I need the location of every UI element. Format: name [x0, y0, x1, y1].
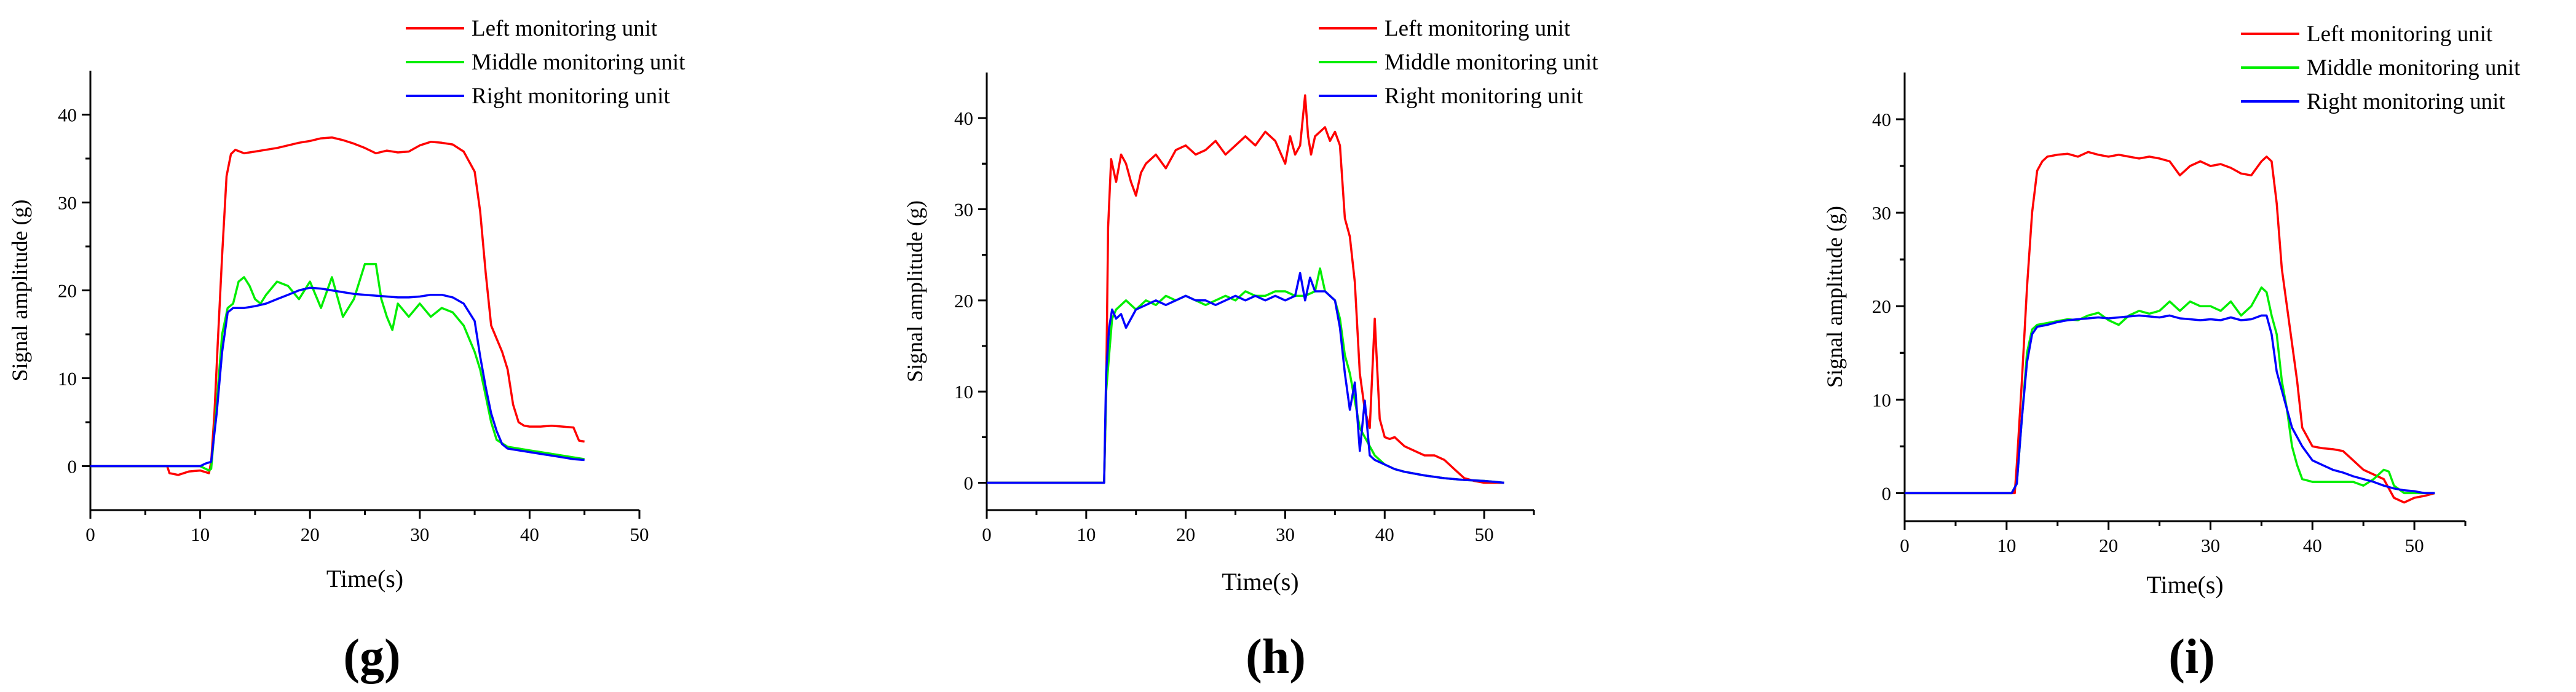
- x-tick-label: 30: [410, 524, 429, 545]
- y-tick-label: 10: [954, 381, 973, 403]
- panel-h: 0 10 20 30 40 50 0 10 20 30 40 Time(s) Signal amplit…: [861, 0, 1721, 692]
- x-tick-label: 40: [520, 524, 539, 545]
- y-tick-label: 10: [1872, 389, 1891, 411]
- series-line-left: [1905, 151, 2435, 504]
- panel-label: (g): [343, 630, 400, 684]
- legend-label: Left monitoring unit: [2307, 22, 2493, 47]
- x-axis-label: Time(s): [1222, 568, 1298, 596]
- x-tick-label: 0: [1900, 535, 1910, 556]
- x-tick-label: 50: [1475, 524, 1494, 545]
- y-tick-label: 30: [1872, 202, 1891, 224]
- x-axis-label: Time(s): [2146, 571, 2223, 599]
- y-tick-label: 40: [954, 108, 973, 129]
- x-tick-label: 0: [982, 524, 992, 545]
- x-tick-label: 20: [301, 524, 320, 545]
- x-tick-label: 30: [2201, 535, 2220, 556]
- x-tick-label: 50: [630, 524, 649, 545]
- legend-label: Left monitoring unit: [1385, 16, 1571, 41]
- x-axis-label: Time(s): [326, 565, 403, 592]
- legend-label: Middle monitoring unit: [2307, 55, 2521, 81]
- legend-label: Right monitoring unit: [1385, 84, 1583, 109]
- y-tick-label: 0: [68, 456, 77, 478]
- y-tick-label: 40: [58, 104, 77, 126]
- legend-label: Middle monitoring unit: [1385, 50, 1598, 75]
- x-tick-label: 30: [1276, 524, 1295, 545]
- series-line-middle: [90, 262, 585, 472]
- series-line-right: [1905, 314, 2435, 495]
- legend-label: Right monitoring unit: [472, 84, 670, 109]
- series-line-right: [90, 286, 585, 468]
- y-tick-label: 40: [1872, 109, 1891, 130]
- x-tick-label: 40: [1375, 524, 1394, 545]
- y-tick-label: 30: [954, 199, 973, 221]
- y-tick-label: 0: [1882, 482, 1892, 504]
- x-tick-label: 20: [2099, 535, 2118, 556]
- x-tick-label: 50: [2405, 535, 2424, 556]
- x-tick-label: 10: [1077, 524, 1096, 545]
- y-tick-label: 20: [1872, 296, 1891, 317]
- x-tick-label: 10: [1997, 535, 2016, 556]
- y-tick-label: 30: [58, 192, 77, 214]
- chart-i: 0 10 20 30 40 50 0 10 20 30 40 Time(s) Signal amplit…: [1822, 22, 2521, 684]
- legend-label: Right monitoring unit: [2307, 89, 2505, 114]
- x-tick-label: 40: [2303, 535, 2322, 556]
- y-tick-label: 20: [58, 280, 77, 302]
- y-tick-label: 20: [954, 290, 973, 312]
- y-tick-label: 0: [964, 473, 974, 494]
- series-line-left: [987, 94, 1504, 484]
- y-axis-label: Signal amplitude (g): [1822, 206, 1847, 388]
- panel-i: 0 10 20 30 40 50 0 10 20 30 40 Time(s) Signal amplit…: [1721, 0, 2576, 692]
- chart-h: 0 10 20 30 40 50 0 10 20 30 40 Time(s) Signal amplit…: [903, 16, 1598, 684]
- chart-g: 0 10 20 30 40 50 0 10 20 30 40 Time(s) Signal amplit…: [7, 16, 685, 684]
- panel-g: 0 10 20 30 40 50 0 10 20 30 40 Time(s) Signal amplit…: [0, 0, 861, 692]
- x-tick-label: 0: [85, 524, 95, 545]
- panel-label: (h): [1246, 630, 1306, 684]
- series-line-left: [90, 136, 585, 476]
- series-line-right: [987, 272, 1504, 484]
- panel-label: (i): [2168, 630, 2215, 684]
- y-axis-label: Signal amplitude (g): [7, 200, 32, 382]
- legend-label: Left monitoring unit: [472, 16, 658, 41]
- legend-label: Middle monitoring unit: [472, 50, 685, 75]
- y-axis-label: Signal amplitude (g): [903, 200, 927, 382]
- x-tick-label: 10: [191, 524, 210, 545]
- y-tick-label: 10: [58, 368, 77, 390]
- x-tick-label: 20: [1176, 524, 1195, 545]
